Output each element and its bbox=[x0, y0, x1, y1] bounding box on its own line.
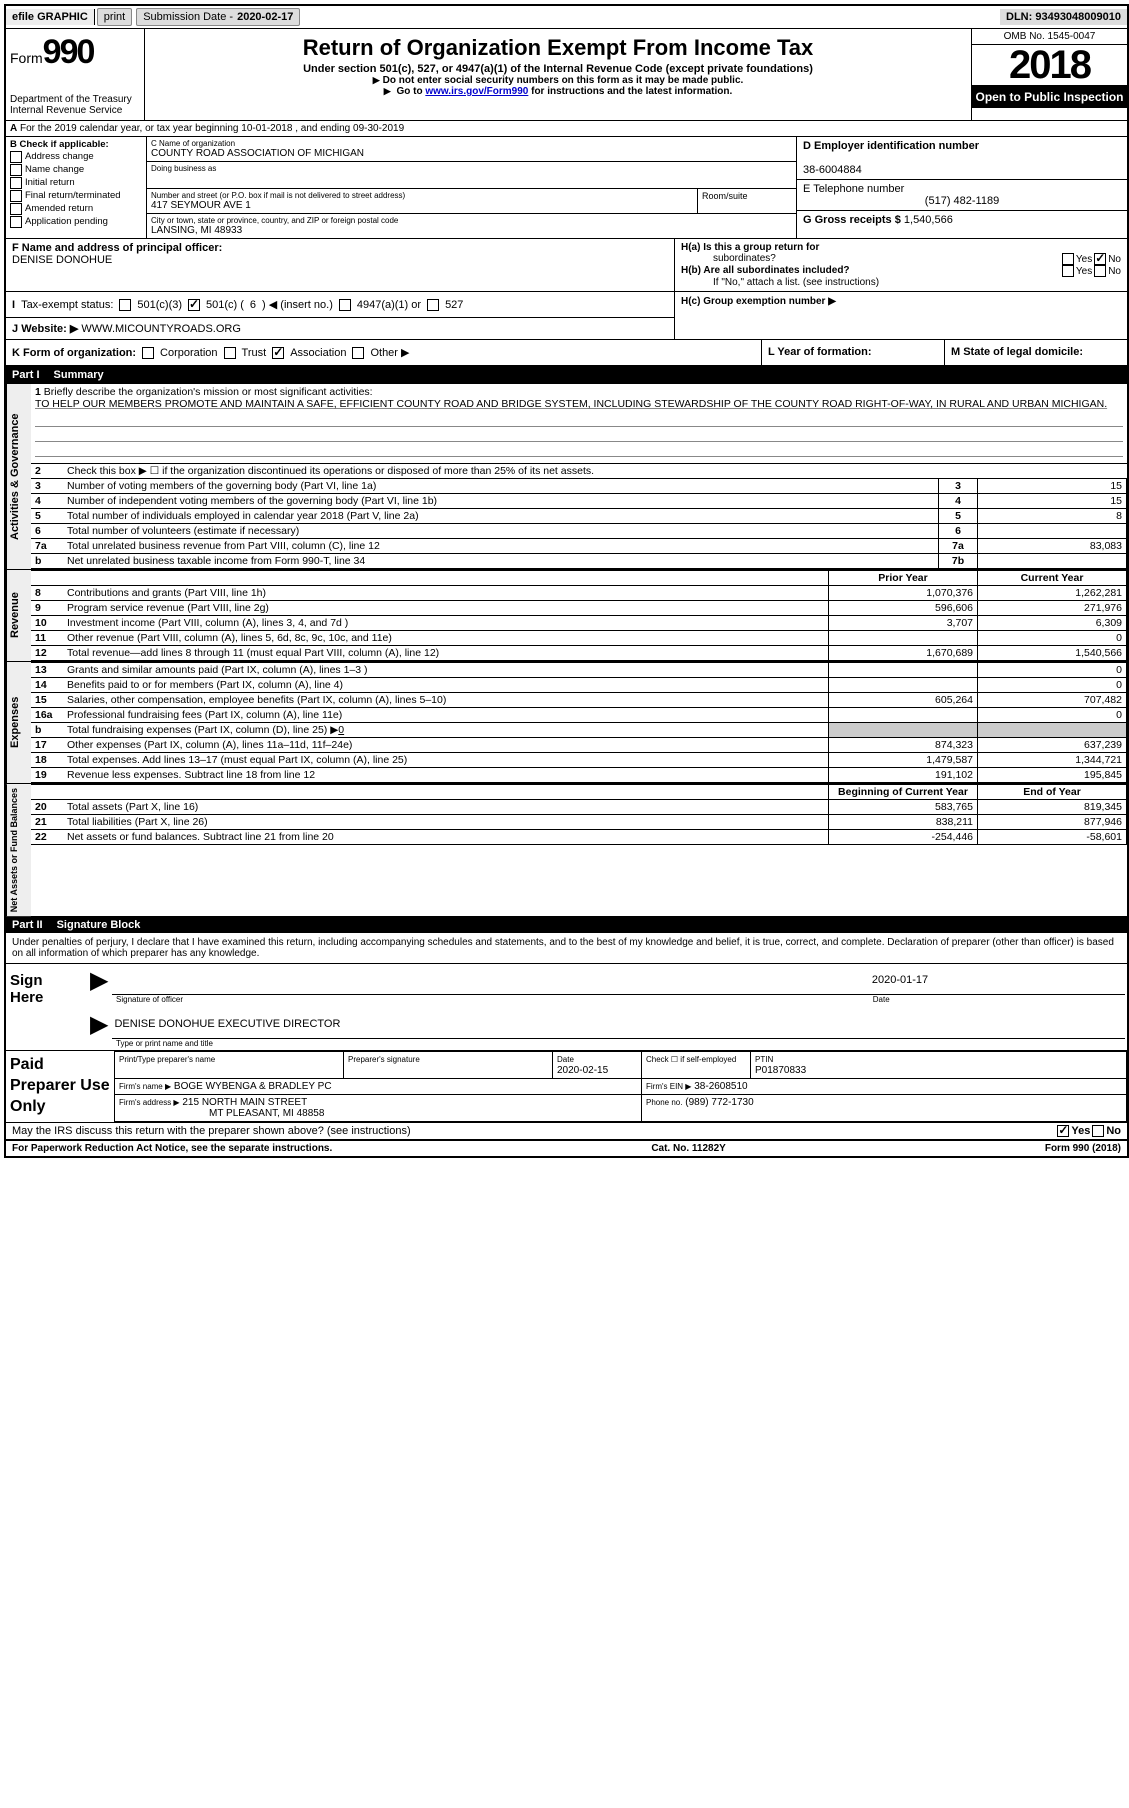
room-suite: Room/suite bbox=[697, 189, 796, 213]
name-arrow-icon: ▶ bbox=[86, 1010, 112, 1039]
org-address: 417 SEYMOUR AVE 1 bbox=[151, 200, 693, 211]
application-pending-checkbox[interactable] bbox=[10, 216, 22, 228]
val-7a: 83,083 bbox=[978, 539, 1127, 554]
ein-value: 38-6004884 bbox=[803, 164, 862, 176]
governance-label: Activities & Governance bbox=[6, 384, 31, 569]
val-7b bbox=[978, 554, 1127, 569]
expenses-section: Expenses 13Grants and similar amounts pa… bbox=[6, 662, 1127, 784]
assoc-checkbox[interactable] bbox=[272, 347, 284, 359]
corp-checkbox[interactable] bbox=[142, 347, 154, 359]
address-change-checkbox[interactable] bbox=[10, 151, 22, 163]
val-3: 15 bbox=[978, 479, 1127, 494]
org-city: LANSING, MI 48933 bbox=[151, 225, 792, 236]
net-assets-section: Net Assets or Fund Balances Beginning of… bbox=[6, 784, 1127, 917]
part-1-header: Part I Summary bbox=[6, 367, 1127, 383]
firm-ein: 38-2608510 bbox=[694, 1081, 747, 1092]
open-to-public: Open to Public Inspection bbox=[972, 86, 1127, 108]
part-2-header: Part II Signature Block bbox=[6, 917, 1127, 933]
other-checkbox[interactable] bbox=[352, 347, 364, 359]
topbar: efile GRAPHIC print Submission Date - 20… bbox=[6, 6, 1127, 29]
submission-date-box: Submission Date - 2020-02-17 bbox=[136, 8, 300, 26]
form-990-page: efile GRAPHIC print Submission Date - 20… bbox=[4, 4, 1129, 1158]
ptin: P01870833 bbox=[755, 1065, 806, 1076]
signature-arrow-icon: ▶ bbox=[86, 966, 112, 995]
527-checkbox[interactable] bbox=[427, 299, 439, 311]
revenue-section: Revenue Prior YearCurrent Year 8Contribu… bbox=[6, 570, 1127, 662]
col-b-checkboxes: B Check if applicable: Address change Na… bbox=[6, 137, 147, 238]
subtitle-2: Do not enter social security numbers on … bbox=[153, 75, 963, 86]
governance-section: Activities & Governance 1 Briefly descri… bbox=[6, 383, 1127, 570]
firm-phone: (989) 772-1730 bbox=[685, 1097, 753, 1108]
initial-return-checkbox[interactable] bbox=[10, 177, 22, 189]
ha-yes-checkbox[interactable] bbox=[1062, 253, 1074, 265]
telephone: (517) 482-1189 bbox=[803, 195, 1121, 207]
revenue-label: Revenue bbox=[6, 570, 31, 661]
entity-info: B Check if applicable: Address change Na… bbox=[6, 137, 1127, 239]
final-return-checkbox[interactable] bbox=[10, 190, 22, 202]
val-6 bbox=[978, 524, 1127, 539]
tax-exempt-row: I Tax-exempt status: 501(c)(3) 501(c) (6… bbox=[6, 292, 674, 318]
sub-date-label: Submission Date - bbox=[143, 11, 233, 23]
expenses-label: Expenses bbox=[6, 662, 31, 783]
tax-year: 2018 bbox=[972, 45, 1127, 86]
sign-date: 2020-01-17 bbox=[870, 972, 1125, 995]
col-c-org-info: C Name of organization COUNTY ROAD ASSOC… bbox=[147, 137, 796, 238]
efile-label: efile GRAPHIC bbox=[6, 9, 95, 25]
section-a: A For the 2019 calendar year, or tax yea… bbox=[6, 121, 1127, 137]
sign-here-row: Sign Here ▶ 2020-01-17 Signature of offi… bbox=[6, 963, 1127, 1051]
mission-text: TO HELP OUR MEMBERS PROMOTE AND MAINTAIN… bbox=[35, 398, 1107, 410]
discuss-yes-checkbox[interactable] bbox=[1057, 1125, 1069, 1137]
form-header: Form990 Department of the Treasury Inter… bbox=[6, 29, 1127, 121]
paid-preparer-row: Paid Preparer Use Only Print/Type prepar… bbox=[6, 1051, 1127, 1123]
val-4: 15 bbox=[978, 494, 1127, 509]
4947-checkbox[interactable] bbox=[339, 299, 351, 311]
501c3-checkbox[interactable] bbox=[119, 299, 131, 311]
officer-typed-name: DENISE DONOHUE EXECUTIVE DIRECTOR bbox=[112, 1016, 1125, 1039]
discuss-no-checkbox[interactable] bbox=[1092, 1125, 1104, 1137]
gross-receipts: 1,540,566 bbox=[904, 214, 953, 226]
irs-link[interactable]: www.irs.gov/Form990 bbox=[425, 86, 528, 97]
501c-checkbox[interactable] bbox=[188, 299, 200, 311]
firm-name: BOGE WYBENGA & BRADLEY PC bbox=[174, 1081, 332, 1092]
officer-h-row: F Name and address of principal officer:… bbox=[6, 239, 1127, 292]
officer-name: DENISE DONOHUE bbox=[12, 254, 112, 266]
trust-checkbox[interactable] bbox=[224, 347, 236, 359]
print-button[interactable]: print bbox=[97, 8, 132, 26]
footer: For Paperwork Reduction Act Notice, see … bbox=[6, 1141, 1127, 1156]
net-assets-label: Net Assets or Fund Balances bbox=[6, 784, 31, 916]
sub-date-value: 2020-02-17 bbox=[237, 11, 293, 23]
hb-yes-checkbox[interactable] bbox=[1062, 265, 1074, 277]
year-col: OMB No. 1545-0047 2018 Open to Public In… bbox=[971, 29, 1127, 120]
subtitle-1: Under section 501(c), 527, or 4947(a)(1)… bbox=[153, 63, 963, 75]
declaration: Under penalties of perjury, I declare th… bbox=[6, 933, 1127, 963]
name-change-checkbox[interactable] bbox=[10, 164, 22, 176]
ha-no-checkbox[interactable] bbox=[1094, 253, 1106, 265]
dept-label: Department of the Treasury Internal Reve… bbox=[10, 94, 140, 116]
form-number-col: Form990 Department of the Treasury Inter… bbox=[6, 29, 145, 120]
dln: DLN: 93493048009010 bbox=[1000, 9, 1127, 25]
discuss-row: May the IRS discuss this return with the… bbox=[6, 1123, 1127, 1141]
website-value: WWW.MICOUNTYROADS.ORG bbox=[81, 323, 241, 335]
amended-return-checkbox[interactable] bbox=[10, 203, 22, 215]
col-d-e-g: D Employer identification number 38-6004… bbox=[796, 137, 1127, 238]
hb-no-checkbox[interactable] bbox=[1094, 265, 1106, 277]
val-5: 8 bbox=[978, 509, 1127, 524]
form-title: Return of Organization Exempt From Incom… bbox=[153, 35, 963, 61]
title-col: Return of Organization Exempt From Incom… bbox=[145, 29, 971, 120]
subtitle-3: Go to www.irs.gov/Form990 for instructio… bbox=[153, 86, 963, 97]
org-name: COUNTY ROAD ASSOCIATION OF MICHIGAN bbox=[151, 148, 792, 159]
